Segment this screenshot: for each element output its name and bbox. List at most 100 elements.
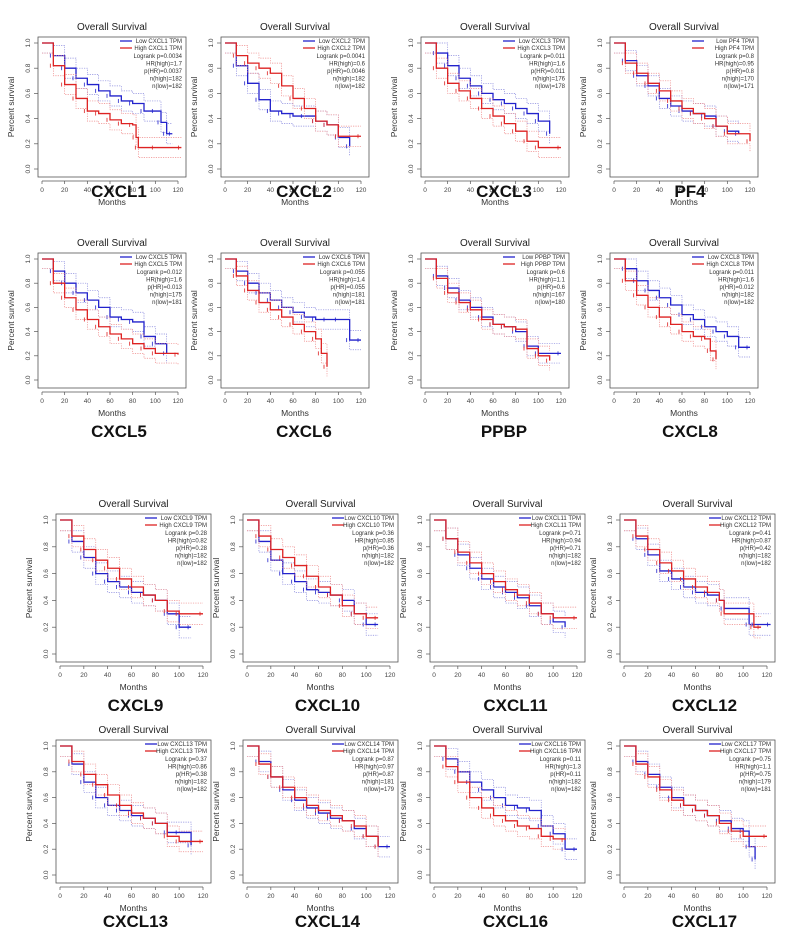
stat-annotation: n(high)=182: [549, 780, 582, 786]
x-tick-label: 60: [289, 398, 297, 405]
x-tick-label: 80: [129, 187, 137, 194]
legend-entry: Low PPBP TPM: [522, 255, 565, 261]
low-ci-lower: [247, 530, 379, 636]
x-tick-label: 20: [267, 893, 275, 900]
x-axis-label: Months: [481, 197, 509, 207]
stat-annotation: n(high)=182: [739, 554, 772, 560]
stat-annotation: n(high)=182: [150, 77, 183, 83]
x-tick-label: 120: [356, 398, 367, 405]
stat-annotation: HR(high)=1.6: [529, 62, 566, 68]
y-tick-label: 0.4: [417, 819, 424, 828]
stat-annotation: p(HR)=0.71: [550, 546, 582, 552]
x-tick-label: 80: [512, 398, 520, 405]
y-axis-label: Percent survival: [389, 77, 399, 138]
y-axis-label: Percent survival: [588, 558, 598, 619]
high-ci-lower: [425, 52, 561, 159]
legend-entry: High CXCL6 TPM: [317, 262, 365, 268]
stat-annotation: n(low)=182: [152, 84, 183, 90]
km-plot: Overall Survival 0.0 0.2 0.4 0.6 0.8 1.0 0 20 40 6…: [189, 22, 370, 207]
stat-annotation: n(high)=181: [362, 780, 395, 786]
legend-entry: High CXCL11 TPM: [531, 523, 581, 529]
x-tick-label: 60: [489, 187, 497, 194]
y-axis-label: Percent survival: [578, 77, 588, 138]
high-ci-lower: [247, 530, 379, 629]
stat-annotation: HR(high)=0.82: [168, 539, 208, 545]
chart-title: Overall Survival: [260, 238, 330, 249]
low-ci-lower: [225, 52, 351, 157]
stat-annotation: n(low)=182: [551, 787, 582, 793]
x-tick-label: 40: [478, 672, 486, 679]
x-tick-label: 80: [512, 187, 520, 194]
legend-entry: High CXCL3 TPM: [517, 46, 565, 52]
km-panel-cxcl12: Overall Survival 0.0 0.2 0.4 0.6 0.8 1.0 0 20 40 6…: [582, 492, 781, 704]
x-tick-label: 80: [716, 893, 724, 900]
high-ci-upper: [425, 258, 551, 351]
x-tick-label: 20: [244, 398, 252, 405]
stat-annotation: n(high)=182: [549, 554, 582, 560]
low-ci-lower: [624, 755, 756, 870]
y-tick-label: 0.4: [408, 114, 415, 123]
y-tick-label: 0.0: [408, 164, 415, 173]
high-expression-curve: [425, 42, 561, 149]
plot-frame: [429, 513, 586, 663]
y-tick-label: 0.6: [25, 89, 32, 98]
stat-annotation: n(high)=181: [333, 293, 366, 299]
x-tick-label: 40: [84, 187, 92, 194]
stat-annotation: HR(high)=1.6: [146, 278, 183, 284]
high-ci-upper: [60, 519, 203, 604]
high-expression-curve: [42, 258, 179, 355]
y-tick-label: 0.6: [408, 89, 415, 98]
stat-annotation: n(low)=171: [724, 84, 755, 90]
km-panel-cxcl6: Overall Survival 0.0 0.2 0.4 0.6 0.8 1.0 0 20 40 6…: [183, 231, 375, 430]
stat-annotation: n(low)=182: [364, 561, 395, 567]
chart-title: Overall Survival: [260, 22, 330, 33]
stat-annotation: HR(high)=1.7: [146, 62, 183, 68]
low-ci-upper: [225, 258, 361, 331]
y-tick-label: 0.4: [230, 819, 237, 828]
y-axis-label: Percent survival: [189, 290, 199, 351]
x-tick-label: 80: [716, 672, 724, 679]
plot-frame: [420, 36, 570, 178]
stat-annotation: n(low)=181: [152, 300, 183, 306]
x-tick-label: 100: [150, 187, 161, 194]
y-tick-label: 0.8: [597, 278, 604, 287]
km-panel-ppbp: Overall Survival 0.0 0.2 0.4 0.6 0.8 1.0 0 20 40 6…: [383, 231, 575, 430]
y-tick-label: 0.2: [208, 351, 215, 360]
gene-label: CXCL12: [671, 696, 738, 715]
y-tick-label: 0.8: [43, 767, 50, 776]
x-tick-label: 40: [104, 672, 112, 679]
chart-title: Overall Survival: [662, 499, 732, 510]
stat-annotation: p(HR)=0.0046: [327, 69, 366, 75]
x-tick-label: 20: [80, 893, 88, 900]
x-tick-label: 20: [267, 672, 275, 679]
y-tick-label: 0.2: [25, 139, 32, 148]
x-axis-label: Months: [281, 197, 309, 207]
legend-entry: Low CXCL8 TPM: [708, 255, 754, 261]
x-tick-label: 40: [656, 187, 664, 194]
stat-annotation: HR(high)=1.1: [529, 278, 566, 284]
stat-annotation: p(HR)=0.0037: [144, 69, 183, 75]
y-tick-label: 0.8: [417, 767, 424, 776]
y-axis-label: Percent survival: [389, 290, 399, 351]
x-tick-label: 60: [678, 398, 686, 405]
x-tick-label: 120: [556, 187, 567, 194]
stat-annotation: Logrank p=0.6: [526, 270, 565, 276]
plot-frame: [242, 513, 399, 663]
y-tick-label: 0.2: [607, 622, 614, 631]
chart-title: Overall Survival: [662, 725, 732, 736]
y-axis-label: Percent survival: [6, 77, 16, 138]
high-ci-lower: [425, 268, 551, 371]
x-tick-label: 120: [572, 672, 583, 679]
x-tick-label: 40: [478, 893, 486, 900]
x-tick-label: 20: [244, 187, 252, 194]
y-tick-label: 0.4: [208, 327, 215, 336]
high-expression-curve: [60, 519, 203, 615]
x-tick-label: 20: [61, 398, 69, 405]
stat-annotation: HR(high)=1.1: [735, 765, 772, 771]
km-panel-pf4: Overall Survival 0.0 0.2 0.4 0.6 0.8 1.0 0 20 40 6…: [572, 15, 764, 219]
x-tick-label: 60: [489, 398, 497, 405]
x-tick-label: 100: [548, 672, 559, 679]
legend-entry: High CXCL8 TPM: [706, 262, 754, 268]
x-tick-label: 20: [80, 672, 88, 679]
x-axis-label: Months: [494, 682, 522, 692]
